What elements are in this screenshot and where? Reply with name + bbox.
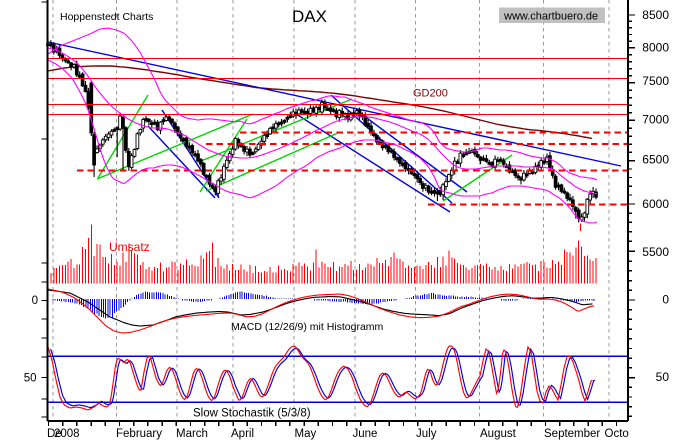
svg-text:2008: 2008 — [54, 428, 80, 440]
svg-text:Umsatz: Umsatz — [109, 240, 150, 254]
svg-text:7500: 7500 — [642, 74, 669, 88]
svg-text:GD200: GD200 — [413, 88, 448, 100]
svg-text:6000: 6000 — [642, 197, 669, 211]
svg-text:August: August — [480, 428, 517, 440]
svg-text:DAX: DAX — [292, 7, 327, 26]
svg-text:Octo: Octo — [605, 428, 629, 440]
svg-text:May: May — [295, 428, 317, 440]
svg-text:5500: 5500 — [642, 245, 669, 259]
svg-text:50: 50 — [656, 370, 670, 384]
svg-text:June: June — [353, 428, 378, 440]
svg-text:0: 0 — [32, 295, 38, 307]
svg-text:7000: 7000 — [642, 113, 669, 127]
svg-text:Hoppenstedt Charts: Hoppenstedt Charts — [60, 11, 153, 23]
svg-text:April: April — [231, 428, 254, 440]
svg-text:8500: 8500 — [642, 8, 669, 22]
svg-text:8000: 8000 — [642, 41, 669, 55]
svg-text:0: 0 — [662, 293, 669, 307]
svg-text:50: 50 — [24, 373, 37, 385]
svg-text:September: September — [544, 428, 600, 440]
svg-text:6500: 6500 — [642, 153, 669, 167]
svg-text:July: July — [416, 428, 437, 440]
svg-text:www.chartbuero.de: www.chartbuero.de — [503, 11, 598, 23]
svg-text:MACD (12/26/9) mit Histogramm: MACD (12/26/9) mit Histogramm — [231, 321, 384, 333]
svg-text:February: February — [116, 428, 162, 440]
svg-text:Slow Stochastik (5/3/8): Slow Stochastik (5/3/8) — [193, 408, 311, 420]
svg-text:De: De — [47, 428, 62, 440]
svg-text:March: March — [176, 428, 208, 440]
